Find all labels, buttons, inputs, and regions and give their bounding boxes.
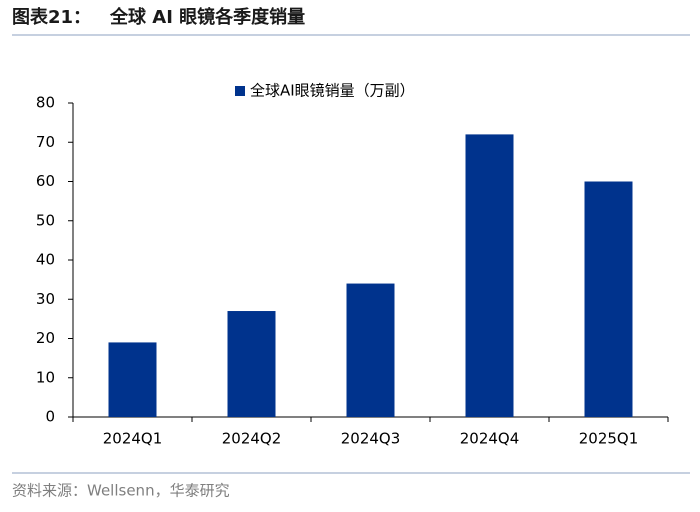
figure-label: 图表21：: [12, 6, 91, 28]
y-tick-label: 10: [36, 368, 55, 386]
x-tick-label: 2024Q2: [222, 430, 282, 448]
bar: [227, 311, 276, 417]
legend-label: 全球AI眼镜销量（万副）: [250, 82, 415, 100]
y-tick-label: 60: [36, 172, 55, 190]
bar: [465, 134, 514, 417]
x-tick-label: 2024Q3: [341, 430, 401, 448]
legend-swatch: [235, 86, 245, 96]
bar: [584, 181, 633, 417]
x-tick-label: 2024Q4: [460, 430, 520, 448]
y-tick-label: 0: [45, 408, 55, 426]
y-tick-label: 50: [36, 211, 55, 229]
y-tick-label: 30: [36, 290, 55, 308]
y-tick-label: 40: [36, 251, 55, 269]
bar: [108, 342, 157, 417]
source-note: 资料来源：Wellsenn，华泰研究: [12, 482, 230, 500]
y-tick-label: 70: [36, 133, 55, 151]
bar: [346, 283, 395, 417]
x-tick-label: 2025Q1: [579, 430, 639, 448]
chart-title: 全球 AI 眼镜各季度销量: [109, 6, 305, 28]
y-tick-label: 80: [36, 94, 55, 112]
x-tick-label: 2024Q1: [103, 430, 163, 448]
y-tick-label: 20: [36, 329, 55, 347]
